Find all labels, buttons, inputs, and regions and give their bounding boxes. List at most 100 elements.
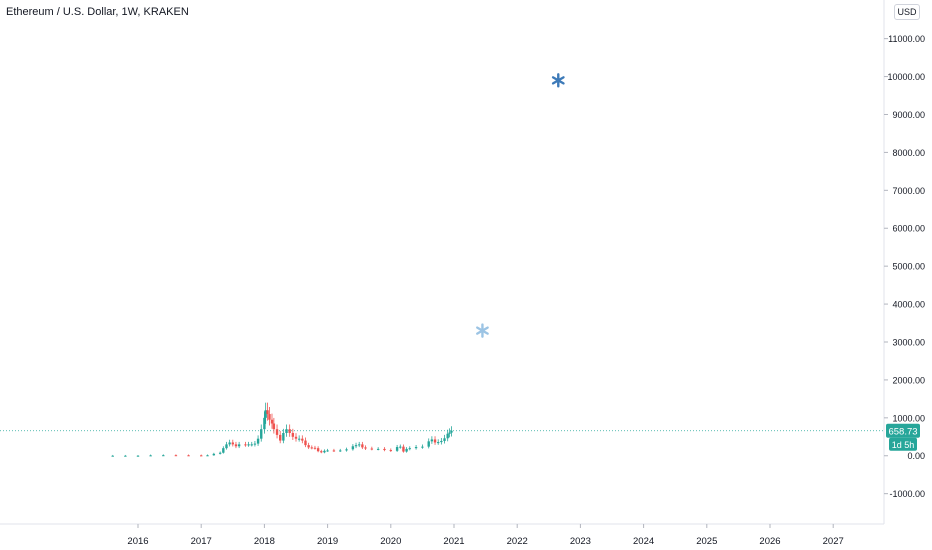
candle-body — [218, 452, 222, 454]
candle-body — [301, 438, 304, 441]
x-tick-label: 2024 — [633, 536, 654, 547]
x-tick-label: 2027 — [823, 536, 844, 547]
candle-body — [351, 446, 355, 450]
candle-body — [124, 455, 127, 457]
candle-body — [446, 433, 449, 439]
candle-body — [370, 448, 374, 450]
candle-body — [250, 444, 253, 446]
x-tick-label: 2021 — [443, 536, 464, 547]
candle-body — [272, 423, 276, 430]
candle-body — [320, 451, 323, 453]
x-tick-label: 2025 — [696, 536, 717, 547]
candle-body — [200, 455, 203, 457]
y-tick-label: 0.00 — [907, 451, 925, 461]
candle-body — [275, 429, 279, 435]
y-axis-ticks: 11000.00 10000.00 9000.00 8000.00 7000.00 600… — [884, 34, 925, 499]
candle-body — [414, 447, 418, 449]
candle-body — [323, 450, 326, 453]
candle-body — [408, 448, 411, 450]
candle-body — [266, 410, 269, 415]
y-tick-label: 4000.00 — [892, 300, 925, 310]
candle-body — [332, 450, 336, 452]
last-price-badge — [886, 423, 920, 438]
asterisk-marker — [476, 323, 489, 338]
countdown-value: 1d 5h — [892, 440, 915, 450]
candle-body — [260, 429, 263, 439]
candle-body — [437, 442, 440, 444]
x-tick-label: 2022 — [507, 536, 528, 547]
candle-body — [313, 447, 317, 449]
candles-group — [111, 402, 453, 457]
candle-body — [268, 414, 271, 420]
candle-body — [111, 455, 114, 457]
candle-body — [354, 445, 358, 447]
x-tick-label: 2016 — [127, 536, 148, 547]
y-tick-label: 1000.00 — [892, 413, 925, 423]
x-tick-label: 2018 — [254, 536, 275, 547]
x-tick-label: 2017 — [191, 536, 212, 547]
x-tick-label: 2020 — [380, 536, 401, 547]
x-tick-label: 2023 — [570, 536, 591, 547]
currency-button[interactable]: USD — [894, 4, 920, 20]
markers-group — [476, 73, 565, 338]
candle-body — [310, 447, 313, 449]
candle-body — [361, 444, 364, 448]
x-tick-label: 2019 — [317, 536, 338, 547]
y-tick-label: 6000.00 — [892, 224, 925, 234]
candle-body — [421, 446, 424, 448]
candle-body — [231, 442, 234, 445]
candle-body — [399, 446, 402, 448]
candle-body — [405, 448, 408, 452]
candle-body — [358, 444, 361, 446]
candle-body — [244, 444, 247, 446]
x-tick-label: 2026 — [759, 536, 780, 547]
candle-body — [264, 410, 267, 418]
candle-body — [136, 455, 140, 457]
candle-body — [376, 448, 380, 450]
y-tick-label: 2000.00 — [892, 375, 925, 385]
candle-body — [304, 440, 307, 446]
x-axis-ticks: 2016 2017 2018 2019 2020 2021 2022 2023 2024 2025… — [127, 524, 844, 547]
candle-body — [282, 432, 285, 441]
candle-body — [206, 455, 209, 457]
candle-body — [316, 448, 320, 452]
candle-body — [448, 432, 451, 434]
candle-body — [339, 450, 342, 452]
candle-body — [253, 443, 257, 445]
price-badge-group: 658.73 1d 5h — [886, 423, 920, 451]
asterisk-marker — [551, 73, 565, 88]
candle-body — [225, 444, 228, 449]
candle-body — [364, 447, 367, 449]
last-price-value: 658.73 — [888, 426, 917, 437]
candle-body — [237, 444, 241, 447]
y-tick-label: 9000.00 — [892, 110, 925, 120]
candle-body — [270, 419, 274, 424]
candle-body — [279, 434, 282, 441]
candle-body — [433, 439, 437, 443]
y-tick-label: 7000.00 — [892, 186, 925, 196]
candle-body — [212, 453, 216, 456]
y-tick-label: 5000.00 — [892, 262, 925, 272]
candle-body — [389, 450, 392, 452]
candle-body — [294, 436, 298, 439]
candle-body — [297, 438, 301, 440]
candle-body — [247, 444, 250, 446]
y-tick-label: 10000.00 — [887, 72, 925, 82]
candle-body — [263, 417, 266, 430]
y-tick-label: 3000.00 — [892, 337, 925, 347]
candle-body — [187, 455, 190, 457]
candle-body — [427, 441, 430, 447]
candle-body — [174, 455, 178, 457]
candle-body — [291, 432, 295, 437]
candle-body — [149, 455, 152, 457]
candle-body — [326, 450, 329, 452]
candle-body — [222, 448, 225, 453]
candle-body — [288, 429, 291, 433]
candle-body — [345, 449, 348, 451]
chart-title: Ethereum / U.S. Dollar, 1W, KRAKEN — [6, 6, 189, 18]
candle-body — [402, 446, 405, 452]
candle-body — [256, 438, 260, 444]
candle-body — [395, 447, 399, 451]
